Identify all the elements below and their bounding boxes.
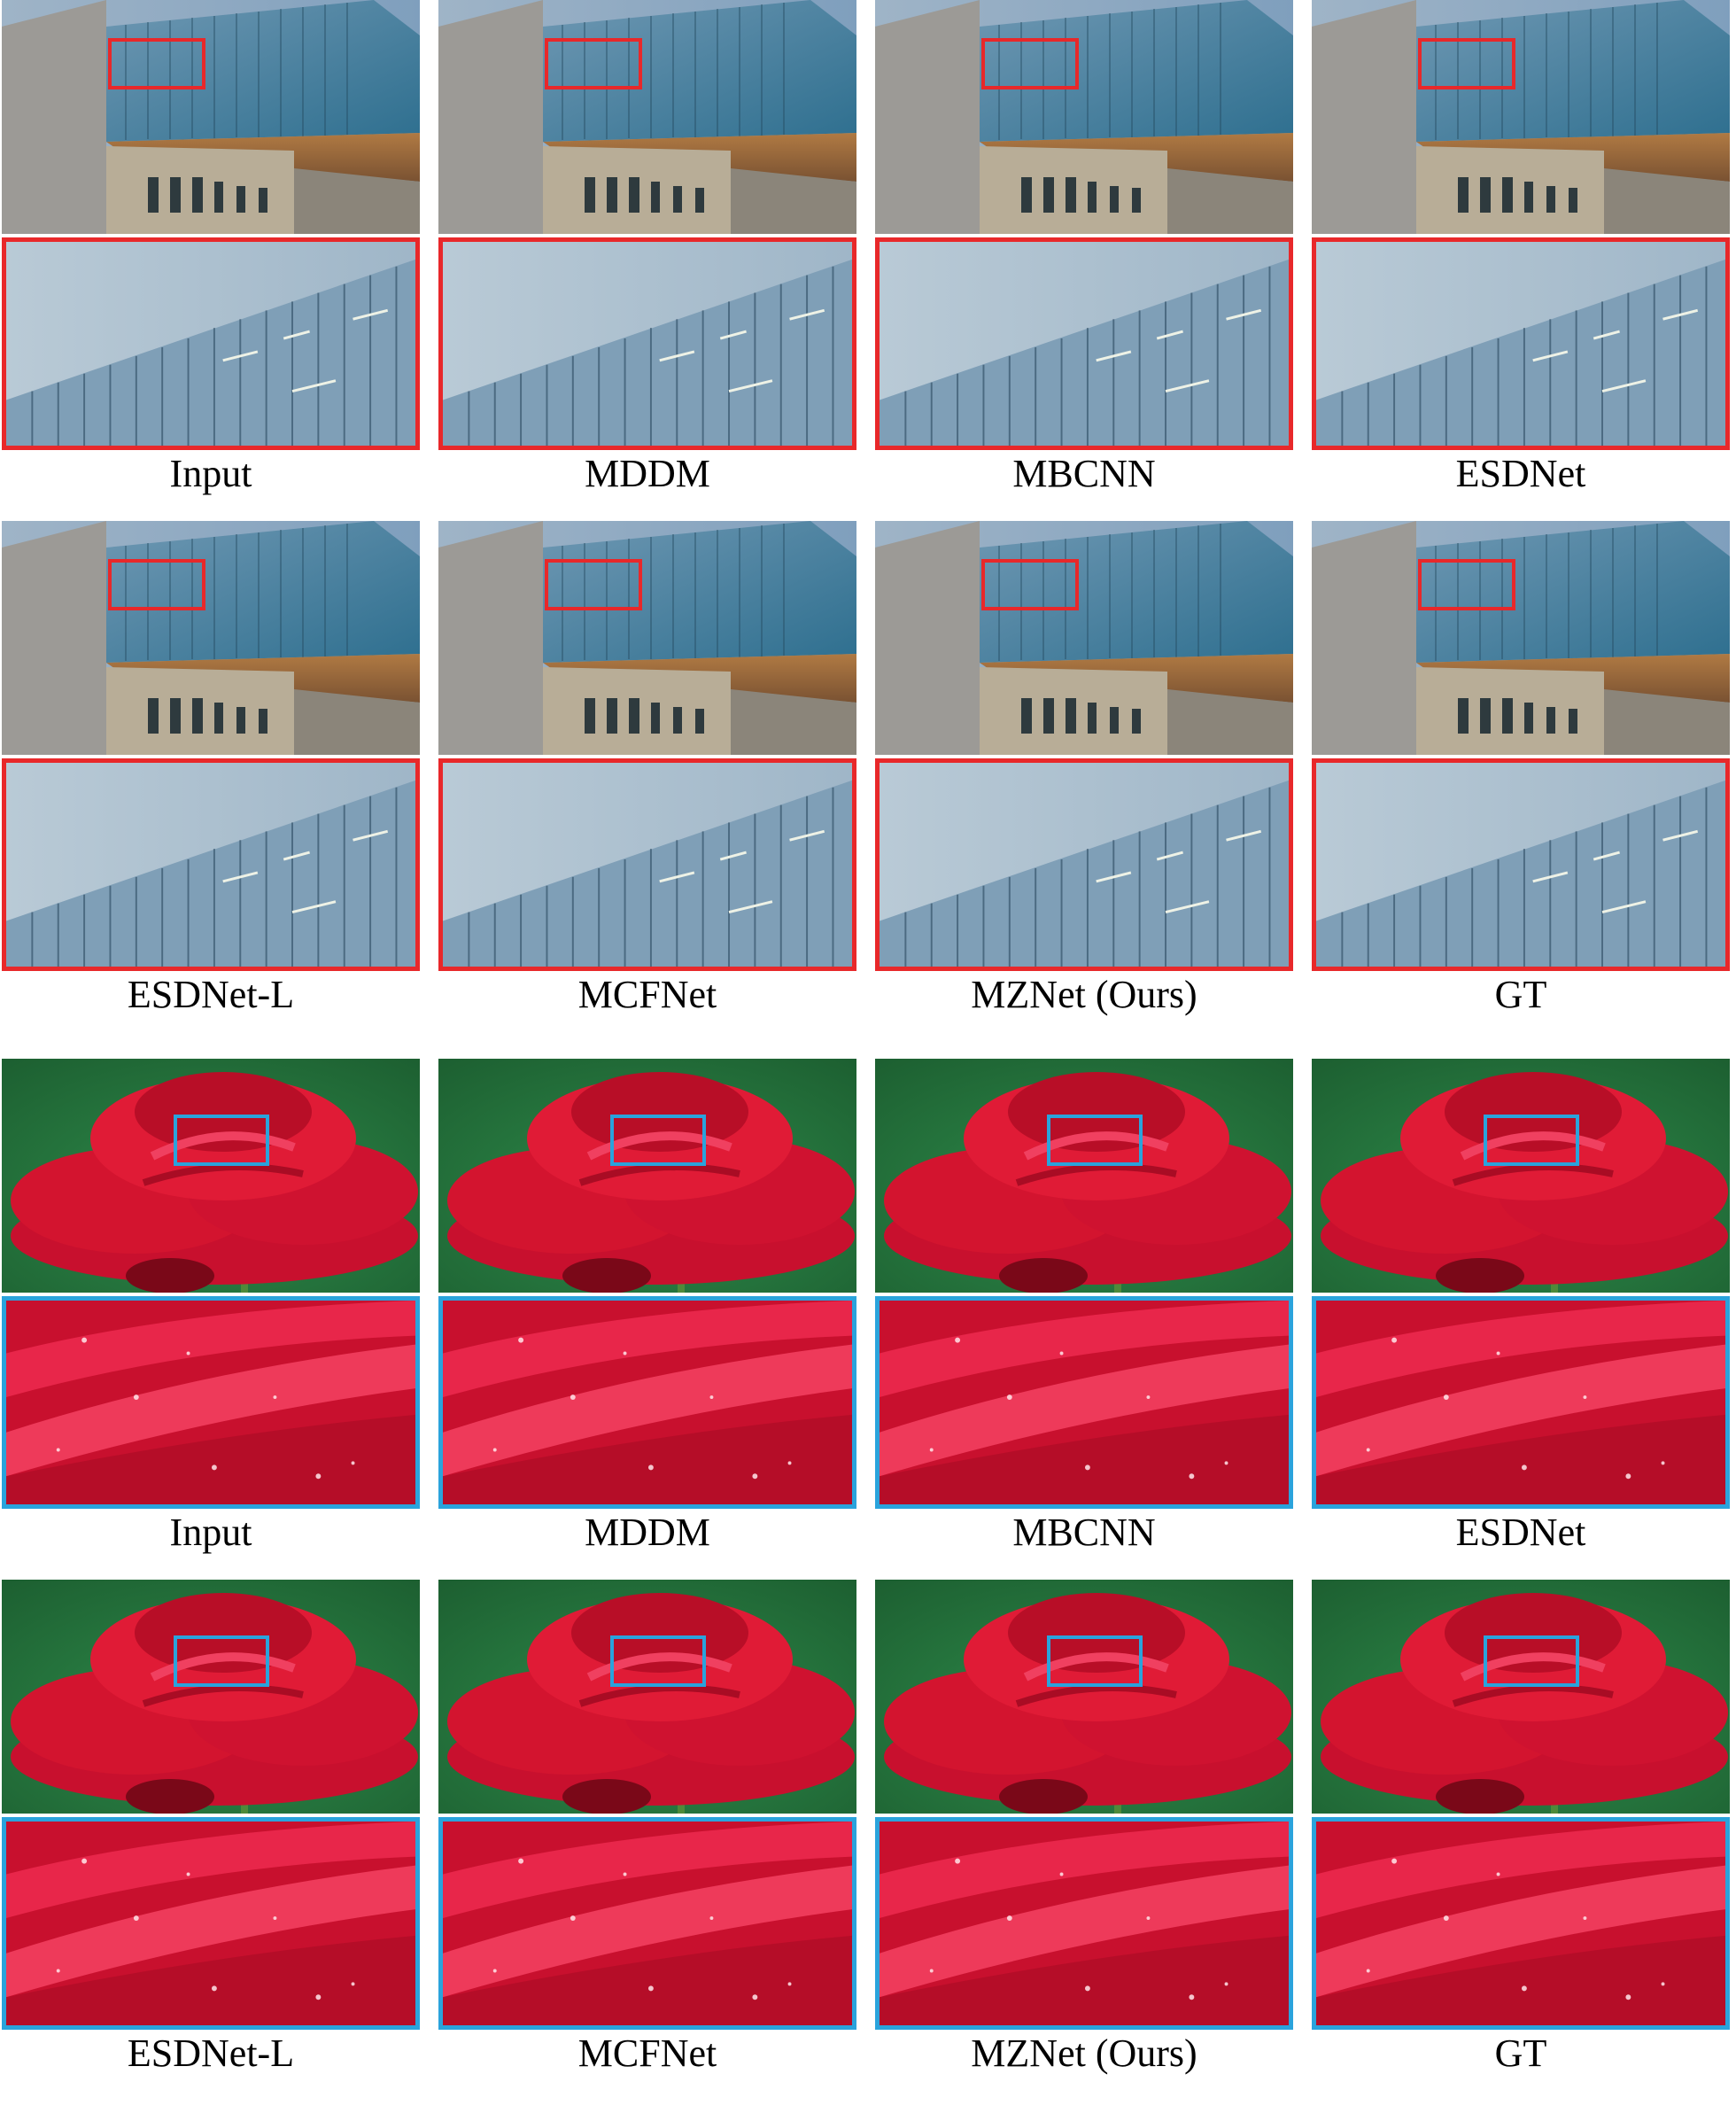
method-label: MBCNN [1012,1511,1156,1554]
rose-zoom-crop [1312,1817,1730,2030]
rose-zoom-crop [438,1817,856,2030]
method-label: ESDNet [1455,1511,1586,1554]
rose-thumbnail [1312,1580,1730,1814]
rose-thumbnail [875,1059,1293,1293]
method-label: MBCNN [1012,452,1156,495]
panel-rose-esdnet-l: ESDNet-L [2,1580,420,2101]
building-zoom-crop [438,237,856,450]
panel-building-mcfnet: MCFNet [438,521,856,1042]
panel-rose-mddm: MDDM [438,1059,856,1580]
rose-zoom-crop [875,1817,1293,2030]
method-label: GT [1494,973,1547,1016]
building-thumbnail [1312,0,1730,234]
panel-rose-input: Input [2,1059,420,1580]
rose-thumbnail [438,1580,856,1814]
building-zoom-crop [438,758,856,971]
rose-zoom-crop [2,1296,420,1509]
method-label: MDDM [585,452,710,495]
panel-rose-mcfnet: MCFNet [438,1580,856,2101]
building-thumbnail [438,521,856,755]
rose-zoom-crop [2,1817,420,2030]
building-zoom-crop [1312,237,1730,450]
panel-rose-esdnet: ESDNet [1312,1059,1730,1580]
rose-thumbnail [2,1059,420,1293]
building-thumbnail [2,0,420,234]
panel-building-mbcnn: MBCNN [875,0,1293,521]
building-thumbnail [875,0,1293,234]
rose-thumbnail [2,1580,420,1814]
panel-rose-gt: GT [1312,1580,1730,2101]
method-label: MDDM [585,1511,710,1554]
building-zoom-crop [1312,758,1730,971]
method-label: MCFNet [577,2031,717,2075]
building-thumbnail [875,521,1293,755]
building-thumbnail [2,521,420,755]
method-label: GT [1494,2031,1547,2075]
method-label: Input [169,452,252,495]
building-zoom-crop [2,758,420,971]
method-label: ESDNet [1455,452,1586,495]
rose-zoom-crop [438,1296,856,1509]
panel-building-mddm: MDDM [438,0,856,521]
building-zoom-crop [2,237,420,450]
rose-thumbnail [438,1059,856,1293]
panel-rose-mznet-ours: MZNet (Ours) [875,1580,1293,2101]
building-zoom-crop [875,758,1293,971]
building-thumbnail [438,0,856,234]
rose-thumbnail [1312,1059,1730,1293]
method-label: ESDNet-L [127,2031,295,2075]
rose-thumbnail [875,1580,1293,1814]
method-label: MCFNet [577,973,717,1016]
panel-building-esdnet-l: ESDNet-L [2,521,420,1042]
panel-rose-mbcnn: MBCNN [875,1059,1293,1580]
method-label: Input [169,1511,252,1554]
building-zoom-crop [875,237,1293,450]
rose-zoom-crop [875,1296,1293,1509]
method-label: MZNet (Ours) [971,2031,1197,2075]
rose-zoom-crop [1312,1296,1730,1509]
panel-building-input: Input [2,0,420,521]
panel-building-mznet-ours: MZNet (Ours) [875,521,1293,1042]
method-label: MZNet (Ours) [971,973,1197,1016]
panel-building-esdnet: ESDNet [1312,0,1730,521]
building-thumbnail [1312,521,1730,755]
method-label: ESDNet-L [127,973,295,1016]
panel-building-gt: GT [1312,521,1730,1042]
